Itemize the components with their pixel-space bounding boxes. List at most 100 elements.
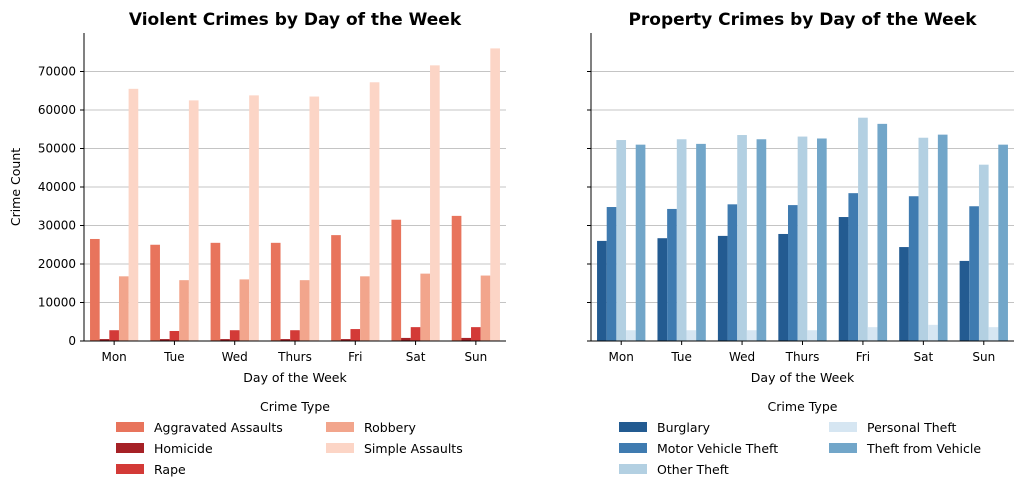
legend-label: Other Theft [657, 462, 729, 477]
bar [867, 327, 878, 341]
x-tick-label: Wed [222, 350, 248, 364]
x-tick-label: Mon [609, 350, 634, 364]
bar [90, 238, 100, 341]
y-tick-label: 40000 [38, 180, 76, 194]
bar [778, 233, 788, 341]
x-tick-label: Tue [163, 350, 185, 364]
bar [918, 137, 929, 341]
x-tick-label: Wed [729, 350, 755, 364]
bar [597, 240, 607, 341]
x-tick-label: Sat [406, 350, 426, 364]
legend-label: Simple Assaults [364, 441, 463, 456]
x-tick-label: Sat [914, 350, 934, 364]
bar [480, 275, 491, 341]
chart-title: Property Crimes by Day of the Week [628, 10, 977, 30]
bar [838, 217, 849, 341]
bar [210, 242, 221, 341]
bar [998, 144, 1008, 341]
bar [369, 82, 380, 341]
bar [616, 140, 627, 341]
x-tick-label: Sun [972, 350, 995, 364]
bar [756, 139, 767, 341]
legend-label: Robbery [364, 420, 416, 435]
bar [635, 144, 646, 341]
bar [908, 196, 919, 341]
x-tick-label: Sun [464, 350, 487, 364]
bar [99, 339, 110, 341]
x-tick-label: Thurs [277, 350, 312, 364]
bar [420, 273, 431, 341]
legend-title: Crime Type [768, 399, 838, 414]
bar [737, 135, 747, 341]
bar [797, 136, 808, 341]
y-tick-label: 30000 [38, 219, 76, 233]
legend-label: Personal Theft [867, 420, 957, 435]
bar [937, 134, 948, 341]
y-tick-label: 70000 [38, 65, 76, 79]
bar [229, 330, 240, 341]
bar [848, 193, 859, 341]
bar [188, 100, 199, 341]
bar [128, 88, 139, 341]
bar [159, 339, 170, 341]
legend-swatch [116, 443, 144, 453]
bar [118, 276, 129, 341]
bar [350, 329, 361, 341]
legend-swatch [619, 443, 647, 453]
bar [360, 276, 370, 341]
bar [696, 143, 706, 341]
bar [626, 330, 636, 341]
x-tick-label: Fri [348, 350, 362, 364]
y-tick-label: 50000 [38, 142, 76, 156]
bar [817, 138, 827, 341]
bar [270, 242, 281, 341]
bar [727, 204, 738, 341]
bar [109, 330, 119, 341]
legend-swatch [829, 422, 857, 432]
bar [877, 123, 888, 341]
bar [657, 238, 668, 341]
bar [899, 247, 909, 341]
y-tick-label: 20000 [38, 257, 76, 271]
bar [451, 215, 462, 341]
x-tick-label: Fri [856, 350, 870, 364]
legend-swatch [326, 443, 354, 453]
bar [331, 235, 341, 341]
bar [606, 207, 617, 341]
bar [169, 330, 180, 341]
x-tick-label: Mon [101, 350, 126, 364]
bar [858, 117, 868, 341]
bar [676, 139, 687, 341]
bar [490, 48, 500, 342]
y-tick-label: 60000 [38, 103, 76, 117]
bar [787, 205, 798, 341]
legend-label: Rape [154, 462, 186, 477]
bar [401, 337, 411, 341]
bar [249, 95, 259, 342]
bar [471, 327, 481, 341]
bar [959, 260, 970, 341]
bar [150, 244, 160, 341]
bar [340, 339, 351, 341]
bar [179, 280, 189, 341]
y-axis-label: Crime Count [8, 148, 23, 226]
bar [430, 65, 440, 341]
bar [978, 164, 989, 341]
y-tick-label: 10000 [38, 296, 76, 310]
bar [299, 280, 310, 341]
legend-label: Theft from Vehicle [866, 441, 981, 456]
bar [928, 324, 938, 341]
legend-swatch [829, 443, 857, 453]
bar [717, 235, 728, 341]
legend-swatch [619, 464, 647, 474]
x-axis-label: Day of the Week [751, 370, 855, 385]
bar [239, 279, 250, 341]
bar [410, 327, 421, 341]
bar [290, 330, 300, 341]
bar [309, 96, 320, 342]
legend-swatch [116, 422, 144, 432]
x-axis-label: Day of the Week [243, 370, 347, 385]
legend-swatch [116, 464, 144, 474]
bar [280, 339, 291, 341]
